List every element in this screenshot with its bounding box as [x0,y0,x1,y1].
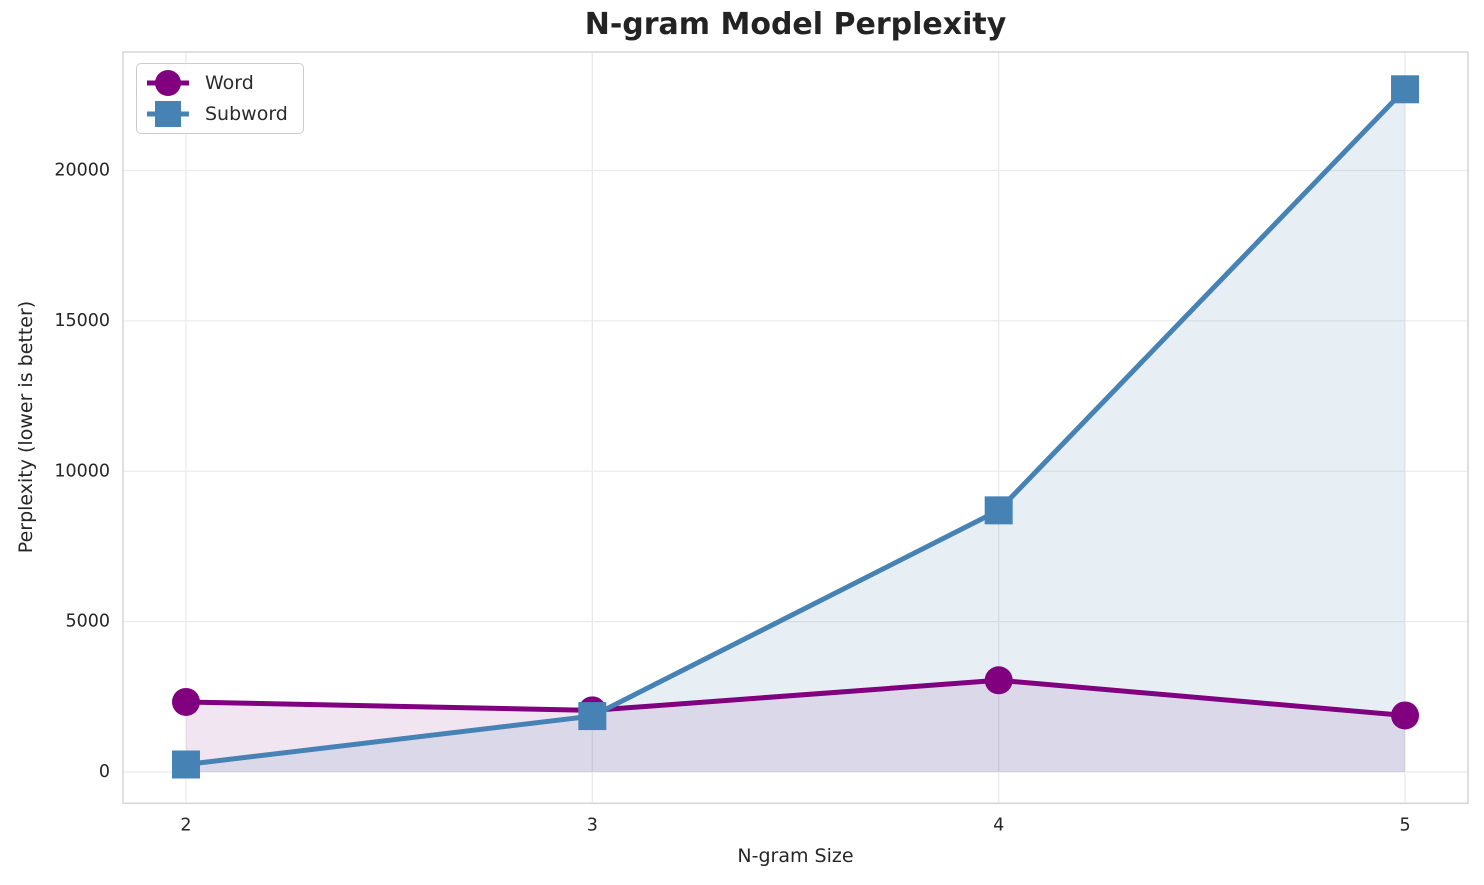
word-line-circle-marker-icon [147,70,189,96]
subword-line-square-marker-icon [147,101,189,127]
word-point [1391,701,1420,730]
x-axis-label: N-gram Size [737,845,854,867]
subword-point [171,750,200,779]
y-tick-label: 20000 [54,160,110,180]
word-area-fill [185,680,1406,773]
y-tick-label: 5000 [65,612,110,632]
x-tick-label: 5 [1399,815,1410,835]
legend-item-subword: Subword [144,99,288,129]
x-tick-label: 4 [993,815,1004,835]
legend-label-subword: Subword [205,102,288,125]
subword-area-fill [185,89,1406,773]
chart-title: N-gram Model Perplexity [584,7,1007,42]
legend: Word Subword [136,63,304,134]
word-point [171,687,200,716]
subword-point [578,702,607,731]
plot-border [122,51,1469,805]
x-tick-label: 3 [587,815,598,835]
legend-label-word: Word [205,71,254,94]
legend-item-word: Word [144,68,288,98]
word-line [183,677,1408,718]
x-tick-label: 2 [180,815,191,835]
y-tick-label: 10000 [54,461,110,481]
y-tick-label: 15000 [54,311,110,331]
y-axis-label: Perplexity (lower is better) [15,300,37,554]
subword-point [984,496,1013,525]
subword-point [1391,75,1420,104]
subword-line [183,86,1408,768]
y-tick-label: 0 [99,762,110,782]
word-point [984,666,1013,695]
